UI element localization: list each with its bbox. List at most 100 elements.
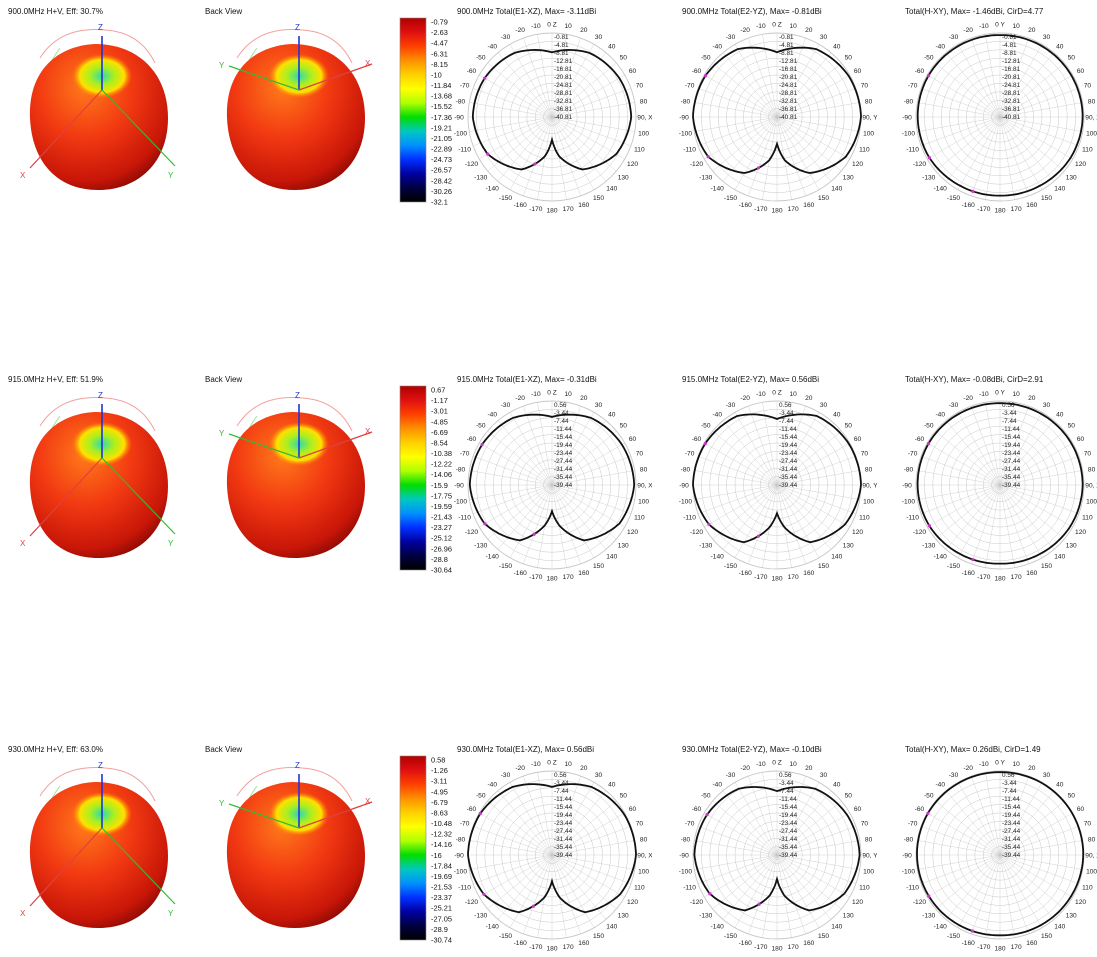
polar-ring-label: -20.81 [554, 74, 573, 81]
polar-grid-spoke [776, 790, 832, 856]
polar-grid-spoke [935, 484, 1001, 540]
polar-angle-label: 70 [861, 821, 869, 828]
polar-angle-label: -150 [499, 195, 513, 202]
polar-angle-label: -60 [692, 68, 702, 75]
polar-ring-label: -28.81 [554, 90, 573, 97]
polar-grid-spoke [776, 484, 857, 514]
polar-angle-label: 0 Y [995, 390, 1005, 397]
color-scale-tick-label: -25.12 [431, 534, 452, 543]
color-scale-tick-label: -12.22 [431, 460, 452, 469]
polar-angle-label: 130 [843, 174, 854, 181]
polar-grid-spoke [551, 775, 581, 856]
polar-angle-label: 130 [618, 174, 629, 181]
polar-grid-spoke [999, 484, 1065, 540]
polar-angle-label: 160 [803, 940, 814, 947]
polar-grid-spoke [971, 116, 1001, 197]
polar-grid-spoke [776, 405, 806, 486]
polar-ring-label: -23.44 [1002, 450, 1021, 457]
polar-grid-spoke [479, 442, 553, 486]
polar-angle-label: 90, X [1085, 853, 1097, 860]
polar-angle-label: 120 [852, 161, 863, 168]
polar-ring-label: -8.81 [779, 50, 794, 57]
polar-ring-label: -40.81 [779, 114, 798, 121]
polar-ring-label: -15.44 [1002, 804, 1021, 811]
polar-grid-spoke [985, 484, 1001, 568]
polar-angle-label: 80 [640, 836, 648, 843]
wireframe-outline [236, 29, 353, 64]
polar-ring-label: -31.44 [554, 466, 573, 473]
pattern-marker [483, 76, 487, 80]
polar-grid-spoke [551, 430, 617, 486]
polar-angle-label: 160 [803, 202, 814, 209]
polar-angle-label: 100 [1086, 131, 1097, 138]
polar-angle-label: -100 [679, 869, 693, 876]
polar-angle-label: 100 [863, 869, 874, 876]
polar-grid-spoke [999, 484, 1015, 568]
polar-grid-spoke [704, 116, 778, 160]
polar-angle-label: 20 [1028, 395, 1036, 402]
polar-angle-label: 130 [618, 542, 629, 549]
pattern-marker [926, 442, 931, 446]
polar-grid-spoke [734, 854, 778, 928]
polar-angle-label: -130 [474, 912, 488, 919]
polar-angle-label: 90, X [637, 483, 652, 490]
polar-grid-spoke [776, 854, 806, 935]
polar-angle-label: -130 [699, 912, 713, 919]
polar-angle-label: 120 [627, 899, 638, 906]
polar-ring-label: -4.81 [779, 42, 794, 49]
polar-angle-label: 170 [1011, 206, 1022, 213]
polar-ring-label: -11.44 [1002, 426, 1020, 433]
polar-ring-label: -3.44 [779, 410, 794, 417]
polar-grid-spoke [945, 116, 1001, 182]
polar-angle-label: -10 [531, 23, 541, 30]
polar-grid-spoke [509, 116, 553, 190]
polar-angle-label: 40 [833, 411, 841, 418]
polar-angle-label: 0 Y [995, 22, 1005, 29]
wireframe-outline [39, 397, 156, 432]
polar-grid-spoke [776, 854, 820, 928]
polar-grid-spoke [509, 782, 553, 856]
polar-grid-spoke [971, 484, 1001, 565]
polar-grid-spoke [551, 402, 567, 486]
polar-angle-label: -150 [724, 933, 738, 940]
polar-angle-label: 120 [627, 529, 638, 536]
y-axis-label: Y [219, 61, 225, 70]
polar-grid-spoke [776, 116, 806, 197]
color-scale-tick-label: -28.9 [431, 925, 448, 934]
polar-angle-label: 70 [861, 451, 869, 458]
color-scale-legend: 0.67-1.17 -3.01-4.85 -6.69-8.54 -10.38 -12.2… [399, 386, 452, 574]
polar-angle-label: 20 [580, 27, 588, 34]
polar-angle-label: 140 [1054, 186, 1065, 193]
polar-grid-spoke [999, 116, 1083, 132]
polar-ring-label: -35.44 [1002, 474, 1021, 481]
polar-grid-spoke [999, 484, 1073, 528]
polar-grid-spoke [551, 484, 595, 558]
polar-plot-title: 900.0MHz Total(E2-YZ), Max= -0.81dBi [682, 7, 822, 16]
frequency-efficiency-label: 900.0MHz H+V, Eff: 30.7% [8, 7, 103, 16]
polar-grid-spoke [537, 34, 553, 118]
polar-angle-label: -50 [476, 423, 486, 430]
pattern-marker [531, 904, 535, 908]
polar-grid-spoke [776, 116, 860, 132]
polar-grid-spoke [551, 812, 625, 856]
color-scale-legend: -0.79-2.63 -4.47-6.31 -8.15-10 -11.84 -13.68… [399, 18, 452, 207]
color-scale-tick-label: -0.79 [431, 18, 448, 27]
polar-grid-spoke [935, 800, 1001, 856]
polar-ring-label: -3.44 [1002, 780, 1017, 787]
polar-ring-label: -35.44 [779, 474, 798, 481]
polar-angle-label: 80 [1088, 466, 1096, 473]
polar-grid-spoke [704, 442, 778, 486]
polar-grid-spoke [776, 854, 832, 920]
polar-grid-spoke [734, 484, 778, 558]
color-scale-tick-label: -32.1 [431, 198, 448, 207]
polar-grid-spoke [776, 854, 850, 898]
polar-grid-spoke [551, 116, 625, 160]
polar-grid-spoke [776, 74, 850, 118]
polar-grid-spoke [551, 116, 635, 132]
polar-angle-label: 100 [638, 869, 649, 876]
polar-angle-label: 170 [788, 574, 799, 581]
pattern-marker [971, 189, 975, 193]
polar-angle-label: -50 [924, 423, 934, 430]
